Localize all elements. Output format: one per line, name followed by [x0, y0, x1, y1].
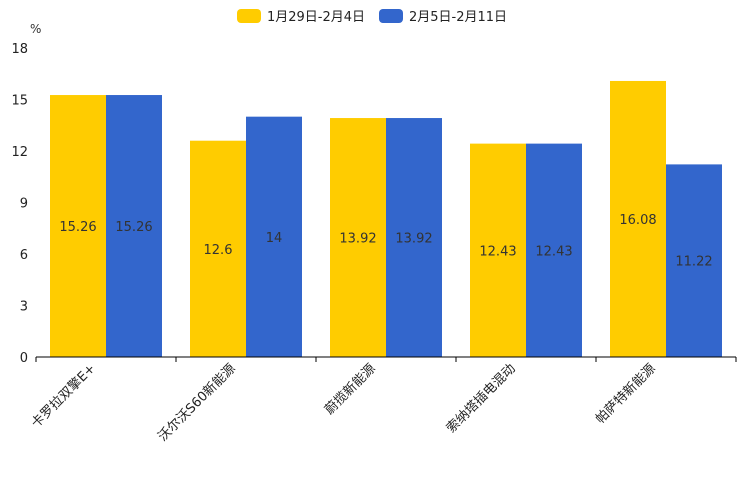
- y-tick-label: 6: [20, 248, 28, 263]
- bar-series-1-3: [330, 118, 386, 357]
- data-label: 13.92: [395, 232, 432, 247]
- data-label: 13.92: [339, 232, 376, 247]
- y-tick-label: 0: [20, 351, 28, 366]
- legend-swatch-series-1: [236, 8, 261, 23]
- bar-series-2-4: [526, 143, 582, 357]
- y-tick-label: 15: [11, 94, 28, 109]
- data-label: 12.6: [204, 243, 233, 258]
- data-label: 14: [266, 231, 283, 246]
- data-label: 16.08: [619, 213, 656, 228]
- legend: 1月29日-2月4日 2月5日-2月11日: [0, 6, 744, 25]
- bar-series-2-5: [666, 164, 722, 357]
- x-tick-label: 帕萨特新能源: [592, 361, 658, 427]
- data-label: 15.26: [59, 220, 96, 235]
- x-tick-label: 蔚揽新能源: [322, 361, 379, 418]
- x-tick-label: 沃尔沃S60新能源: [155, 361, 239, 445]
- data-label: 15.26: [115, 220, 152, 235]
- x-tick-label: 卡罗拉双擎E+: [29, 361, 99, 431]
- bar-series-1-1: [50, 95, 106, 357]
- bar-series-1-2: [190, 140, 246, 357]
- y-axis-unit-label: %: [30, 22, 42, 36]
- y-tick-label: 9: [20, 197, 28, 212]
- data-label: 12.43: [479, 244, 516, 259]
- bar-series-2-3: [386, 118, 442, 357]
- data-label: 12.43: [535, 244, 572, 259]
- legend-label-series-2: 2月5日-2月11日: [409, 10, 508, 25]
- y-tick-label: 3: [20, 300, 28, 315]
- legend-swatch-series-2: [379, 8, 403, 23]
- x-tick-label: 索纳塔插电混动: [444, 361, 519, 436]
- y-tick-label: 18: [11, 42, 28, 57]
- legend-label-series-1: 1月29日-2月4日: [266, 10, 365, 25]
- bar-series-1-5: [610, 80, 666, 358]
- bar-series-1-4: [470, 143, 526, 357]
- data-label: 11.22: [675, 255, 712, 270]
- legend-item-series-1[interactable]: 1月29日-2月4日: [236, 6, 365, 25]
- legend-item-series-2[interactable]: 2月5日-2月11日: [379, 6, 507, 25]
- bar-series-2-2: [246, 116, 302, 358]
- y-tick-label: 12: [11, 145, 28, 160]
- bar-series-2-1: [106, 95, 162, 357]
